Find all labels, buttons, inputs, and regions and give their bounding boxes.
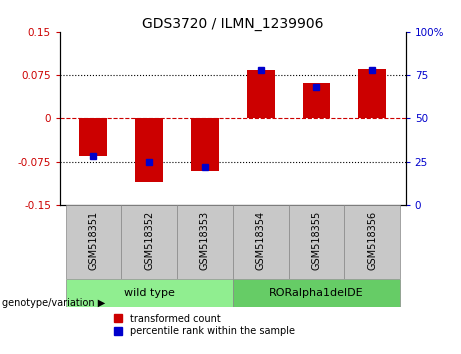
Text: GSM518351: GSM518351 (89, 211, 98, 270)
Bar (302, 82, 331, 118)
Text: GSM518356: GSM518356 (367, 211, 377, 270)
Bar (247, 70, 275, 118)
Title: GDS3720 / ILMN_1239906: GDS3720 / ILMN_1239906 (142, 17, 324, 31)
Bar (177, 205, 233, 279)
Bar (65, 279, 233, 307)
Bar (135, 118, 163, 182)
Text: GSM518353: GSM518353 (200, 211, 210, 270)
Bar (358, 69, 386, 118)
Text: genotype/variation ▶: genotype/variation ▶ (2, 298, 106, 308)
Text: GSM518354: GSM518354 (256, 211, 266, 270)
Text: GSM518355: GSM518355 (312, 211, 321, 270)
Bar (344, 205, 400, 279)
Bar (79, 118, 107, 156)
Text: RORalpha1delDE: RORalpha1delDE (269, 288, 364, 298)
Bar (233, 205, 289, 279)
Text: wild type: wild type (124, 288, 175, 298)
Bar (121, 205, 177, 279)
Text: GSM518352: GSM518352 (144, 211, 154, 270)
Bar (191, 118, 219, 171)
Bar (289, 205, 344, 279)
Legend: transformed count, percentile rank within the sample: transformed count, percentile rank withi… (110, 310, 299, 340)
Bar (233, 279, 400, 307)
Bar (65, 205, 121, 279)
